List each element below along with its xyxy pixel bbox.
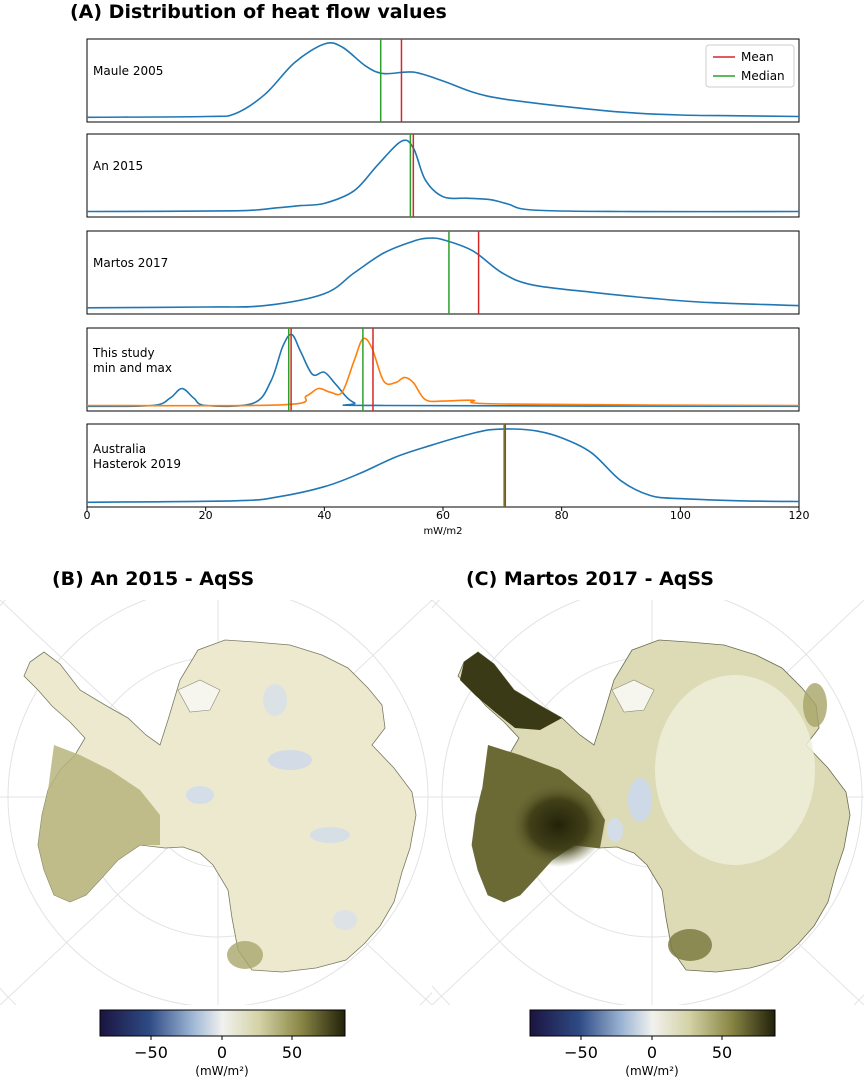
- dark-hotspot-c: [510, 783, 606, 867]
- panel-5-label: Australia Hasterok 2019: [93, 442, 181, 471]
- colorbar-c-tick-50: 50: [712, 1043, 732, 1062]
- colorbar-c-tick-neg50: −50: [564, 1043, 598, 1062]
- panel-4-frame: [86, 327, 800, 412]
- colorbar-b-tick-0: 0: [217, 1043, 227, 1062]
- anomaly-b1: [268, 750, 312, 770]
- x-tick-120: 120: [789, 509, 810, 522]
- colorbar-b-unit: (mW/m²): [195, 1064, 248, 1078]
- anomaly-c1: [628, 778, 652, 822]
- warm-coast-c: [668, 929, 712, 961]
- legend-median-label: Median: [741, 69, 785, 83]
- panel-5-curve: [86, 428, 800, 504]
- x-axis: 0 20 40 60 80 100 120: [84, 509, 810, 522]
- panel-4-label: This study min and max: [92, 346, 172, 375]
- colorbar-b-tick-50: 50: [282, 1043, 302, 1062]
- colorbar-c-tick-0: 0: [647, 1043, 657, 1062]
- x-tick-40: 40: [317, 509, 331, 522]
- warm-edge-c: [803, 683, 827, 727]
- x-tick-20: 20: [199, 509, 213, 522]
- panel-a-title: (A) Distribution of heat flow values: [70, 1, 447, 23]
- ross-ice-b: [177, 679, 221, 713]
- panel-3-curve: [86, 237, 800, 309]
- panel-1-label: Maule 2005: [93, 64, 163, 78]
- anomaly-b4: [263, 684, 287, 716]
- x-tick-0: 0: [84, 509, 91, 522]
- colorbar-b-bar: [99, 1009, 346, 1037]
- panel-1-frame: [86, 38, 800, 123]
- panel-3-label: Martos 2017: [93, 256, 168, 270]
- panel-1: Maule 2005: [86, 38, 800, 123]
- west-antarctica-b: [38, 745, 160, 902]
- panel-4-curve-min: [86, 333, 800, 408]
- panel-3: Martos 2017: [86, 230, 800, 315]
- panel-2-frame: [86, 133, 800, 218]
- panel-4-curve-max: [86, 337, 800, 407]
- map-c: [432, 600, 864, 1005]
- light-region-c: [655, 675, 815, 865]
- panel-c-title: (C) Martos 2017 - AqSS: [466, 568, 714, 590]
- panel-2: An 2015: [86, 133, 800, 218]
- colorbar-c-unit: (mW/m²): [625, 1064, 678, 1078]
- colorbar-c: −50 0 50 (mW/m²): [529, 1009, 776, 1078]
- panel-5: Australia Hasterok 2019: [86, 423, 800, 508]
- ross-ice-c: [611, 679, 655, 713]
- x-axis-label: mW/m2: [423, 526, 462, 537]
- warm-coast-b: [227, 941, 263, 969]
- peninsula-c: [460, 652, 562, 730]
- colorbar-c-bar: [529, 1009, 776, 1037]
- anomaly-c2: [607, 818, 623, 842]
- anomaly-b3: [310, 827, 350, 843]
- distribution-panels: Maule 2005 An 2015 Martos 2017 This study mi…: [86, 38, 800, 511]
- panel-2-curve: [86, 139, 800, 213]
- colorbar-b-tick-neg50: −50: [134, 1043, 168, 1062]
- panel-1-curve: [86, 42, 800, 119]
- colorbar-b: −50 0 50 (mW/m²): [99, 1009, 346, 1078]
- anomaly-b2: [186, 786, 214, 804]
- map-b: [0, 600, 432, 1005]
- x-tick-60: 60: [436, 509, 450, 522]
- panel-2-label: An 2015: [93, 159, 143, 173]
- x-tick-80: 80: [555, 509, 569, 522]
- legend-mean-label: Mean: [741, 50, 774, 64]
- anomaly-b5: [333, 910, 357, 930]
- legend: Mean Median: [705, 44, 795, 88]
- panel-4: This study min and max: [86, 327, 800, 412]
- panel-3-frame: [86, 230, 800, 315]
- panel-b-title: (B) An 2015 - AqSS: [52, 568, 254, 590]
- x-tick-100: 100: [670, 509, 691, 522]
- panel-5-frame: [86, 423, 800, 508]
